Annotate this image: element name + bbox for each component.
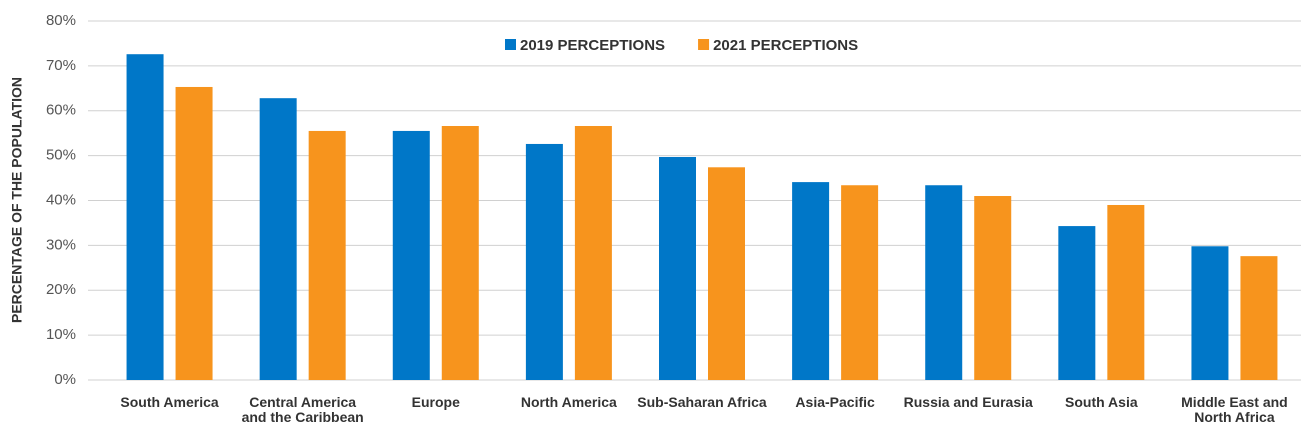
legend-swatch bbox=[505, 39, 516, 50]
bar bbox=[792, 182, 830, 380]
bar bbox=[441, 126, 479, 380]
x-tick-label: Central America and the Caribbean bbox=[241, 394, 364, 425]
bar bbox=[574, 126, 612, 380]
legend-label: 2021 PERCEPTIONS bbox=[713, 37, 858, 54]
bar bbox=[308, 130, 346, 380]
bar bbox=[708, 167, 745, 380]
bar bbox=[259, 98, 297, 380]
bar bbox=[974, 196, 1012, 380]
bar bbox=[392, 130, 430, 380]
bar bbox=[126, 54, 164, 381]
bar bbox=[925, 185, 963, 380]
y-tick-label: 10% bbox=[46, 326, 76, 343]
x-tick-label: Europe bbox=[411, 394, 460, 410]
x-tick-label: South Asia bbox=[1065, 394, 1138, 410]
bar bbox=[841, 185, 879, 380]
y-axis-title: PERCENTAGE OF THE POPULATION bbox=[9, 77, 25, 323]
legend-label: 2019 PERCEPTIONS bbox=[520, 37, 665, 54]
x-tick-label: South America bbox=[120, 394, 219, 410]
bar bbox=[525, 143, 563, 380]
y-tick-label: 20% bbox=[46, 281, 76, 298]
x-tick-label: Russia and Eurasia bbox=[903, 394, 1033, 410]
bar bbox=[1191, 246, 1229, 380]
x-tick-label: Asia-Pacific bbox=[795, 394, 875, 410]
x-tick-label: Middle East and North Africa bbox=[1181, 394, 1288, 425]
y-tick-label: 40% bbox=[46, 191, 76, 208]
y-tick-label: 0% bbox=[54, 371, 76, 388]
x-tick-label: North America bbox=[520, 394, 617, 410]
bar bbox=[1058, 226, 1096, 380]
bar bbox=[659, 156, 696, 380]
y-tick-label: 70% bbox=[46, 57, 76, 74]
bar bbox=[1240, 256, 1278, 380]
y-tick-label: 50% bbox=[46, 147, 76, 164]
bar bbox=[175, 86, 213, 380]
y-tick-label: 60% bbox=[46, 102, 76, 119]
legend-swatch bbox=[698, 39, 710, 50]
bar bbox=[1107, 204, 1145, 380]
x-tick-label: Sub-Saharan Africa bbox=[637, 394, 767, 410]
y-tick-label: 80% bbox=[46, 12, 76, 29]
y-tick-label: 30% bbox=[46, 236, 76, 253]
